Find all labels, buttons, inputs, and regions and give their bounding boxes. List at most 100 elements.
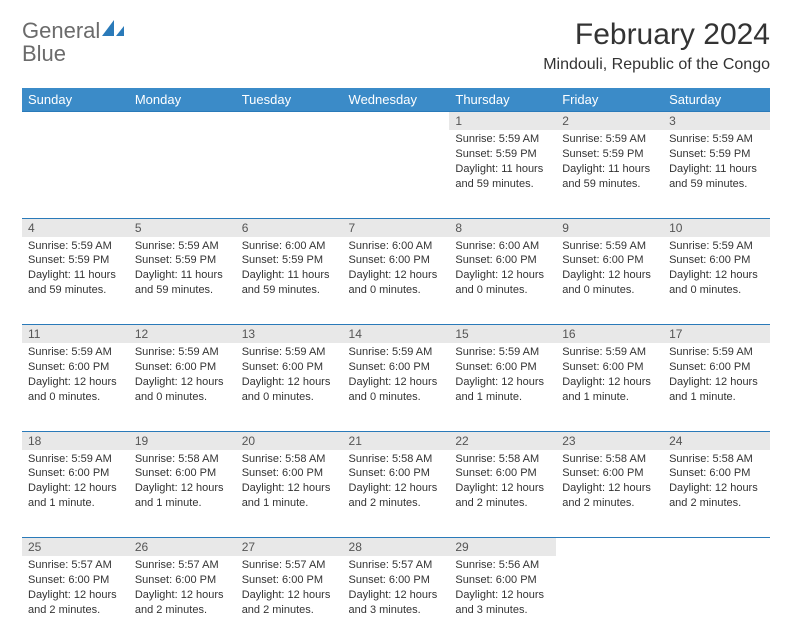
day-detail-line: Daylight: 12 hours — [28, 481, 123, 496]
day-detail-line: Daylight: 12 hours — [28, 375, 123, 390]
day-detail-line: Sunrise: 5:59 AM — [669, 132, 764, 147]
day-detail-cell: Sunrise: 5:59 AMSunset: 6:00 PMDaylight:… — [663, 343, 770, 431]
day-detail-line: Sunset: 6:00 PM — [669, 253, 764, 268]
day-number-cell: 28 — [343, 538, 450, 557]
day-number-cell — [22, 112, 129, 131]
day-number-cell: 9 — [556, 218, 663, 237]
day-detail-line: Daylight: 12 hours — [455, 268, 550, 283]
day-detail-row: Sunrise: 5:59 AMSunset: 6:00 PMDaylight:… — [22, 450, 770, 538]
day-detail-line: Daylight: 12 hours — [135, 481, 230, 496]
day-header: Wednesday — [343, 88, 450, 112]
day-number-cell: 18 — [22, 431, 129, 450]
day-detail-line: and 0 minutes. — [349, 283, 444, 298]
day-detail-line: and 2 minutes. — [349, 496, 444, 511]
day-detail-line: Sunrise: 5:59 AM — [455, 345, 550, 360]
day-detail-line: Daylight: 12 hours — [669, 375, 764, 390]
day-number-cell — [236, 112, 343, 131]
day-detail-line: and 59 minutes. — [242, 283, 337, 298]
day-detail-line: Sunrise: 5:59 AM — [135, 345, 230, 360]
day-detail-cell: Sunrise: 6:00 AMSunset: 5:59 PMDaylight:… — [236, 237, 343, 325]
day-detail-line: Daylight: 12 hours — [562, 268, 657, 283]
day-detail-line: Sunset: 6:00 PM — [349, 253, 444, 268]
day-detail-line: Sunset: 6:00 PM — [135, 573, 230, 588]
day-detail-line: Sunset: 6:00 PM — [455, 573, 550, 588]
day-detail-cell: Sunrise: 5:58 AMSunset: 6:00 PMDaylight:… — [449, 450, 556, 538]
day-detail-cell: Sunrise: 5:59 AMSunset: 6:00 PMDaylight:… — [236, 343, 343, 431]
day-header: Monday — [129, 88, 236, 112]
day-detail-line: and 2 minutes. — [455, 496, 550, 511]
day-detail-line: Daylight: 12 hours — [455, 375, 550, 390]
day-header: Saturday — [663, 88, 770, 112]
day-detail-line: Daylight: 11 hours — [455, 162, 550, 177]
day-detail-line: Sunrise: 5:57 AM — [349, 558, 444, 573]
header: General Blue February 2024 Mindouli, Rep… — [22, 18, 770, 74]
day-detail-line: and 59 minutes. — [135, 283, 230, 298]
logo-text: General Blue — [22, 18, 126, 66]
day-detail-line: and 3 minutes. — [455, 603, 550, 618]
day-number-cell: 16 — [556, 325, 663, 344]
day-detail-row: Sunrise: 5:59 AMSunset: 5:59 PMDaylight:… — [22, 237, 770, 325]
day-detail-line: Sunset: 5:59 PM — [28, 253, 123, 268]
day-detail-line: Daylight: 12 hours — [242, 481, 337, 496]
day-detail-cell — [663, 556, 770, 644]
day-detail-line: Sunrise: 5:58 AM — [455, 452, 550, 467]
day-number-cell: 11 — [22, 325, 129, 344]
day-number-cell: 23 — [556, 431, 663, 450]
day-detail-line: and 2 minutes. — [562, 496, 657, 511]
day-detail-line: and 2 minutes. — [135, 603, 230, 618]
day-detail-line: Daylight: 12 hours — [349, 375, 444, 390]
month-title: February 2024 — [543, 18, 770, 52]
day-detail-cell: Sunrise: 5:59 AMSunset: 6:00 PMDaylight:… — [556, 343, 663, 431]
day-detail-line: and 1 minute. — [135, 496, 230, 511]
day-detail-line: Sunset: 6:00 PM — [349, 466, 444, 481]
day-detail-line: Daylight: 12 hours — [135, 375, 230, 390]
day-detail-line: Daylight: 11 hours — [28, 268, 123, 283]
day-number-cell — [129, 112, 236, 131]
day-detail-cell: Sunrise: 5:59 AMSunset: 5:59 PMDaylight:… — [556, 130, 663, 218]
day-number-cell: 4 — [22, 218, 129, 237]
day-detail-cell: Sunrise: 5:59 AMSunset: 6:00 PMDaylight:… — [663, 237, 770, 325]
day-detail-line: Sunrise: 5:58 AM — [669, 452, 764, 467]
day-detail-line: and 2 minutes. — [242, 603, 337, 618]
day-detail-cell: Sunrise: 5:58 AMSunset: 6:00 PMDaylight:… — [663, 450, 770, 538]
day-number-cell: 8 — [449, 218, 556, 237]
day-detail-line: and 1 minute. — [562, 390, 657, 405]
day-number-cell: 17 — [663, 325, 770, 344]
day-detail-line: Sunrise: 5:59 AM — [562, 345, 657, 360]
day-detail-line: Daylight: 11 hours — [562, 162, 657, 177]
day-detail-line: Daylight: 12 hours — [562, 375, 657, 390]
day-detail-row: Sunrise: 5:57 AMSunset: 6:00 PMDaylight:… — [22, 556, 770, 644]
day-detail-cell: Sunrise: 5:59 AMSunset: 5:59 PMDaylight:… — [129, 237, 236, 325]
day-detail-line: Sunset: 6:00 PM — [349, 360, 444, 375]
day-detail-line: Sunrise: 5:58 AM — [242, 452, 337, 467]
day-number-cell: 15 — [449, 325, 556, 344]
day-detail-line: Sunset: 5:59 PM — [242, 253, 337, 268]
day-header: Sunday — [22, 88, 129, 112]
day-detail-line: and 0 minutes. — [242, 390, 337, 405]
day-detail-line: Sunset: 6:00 PM — [242, 360, 337, 375]
day-detail-cell — [22, 130, 129, 218]
day-number-cell: 19 — [129, 431, 236, 450]
day-number-cell — [556, 538, 663, 557]
day-number-cell: 1 — [449, 112, 556, 131]
day-detail-line: Daylight: 12 hours — [242, 375, 337, 390]
day-detail-line: Sunset: 6:00 PM — [242, 466, 337, 481]
day-detail-line: and 2 minutes. — [28, 603, 123, 618]
day-detail-line: Sunset: 6:00 PM — [28, 573, 123, 588]
day-detail-line: Daylight: 11 hours — [669, 162, 764, 177]
day-detail-cell — [129, 130, 236, 218]
day-detail-line: Daylight: 12 hours — [135, 588, 230, 603]
day-detail-cell: Sunrise: 5:59 AMSunset: 6:00 PMDaylight:… — [22, 450, 129, 538]
day-detail-cell: Sunrise: 5:59 AMSunset: 5:59 PMDaylight:… — [22, 237, 129, 325]
day-detail-line: Sunset: 6:00 PM — [135, 466, 230, 481]
day-detail-cell: Sunrise: 5:59 AMSunset: 6:00 PMDaylight:… — [129, 343, 236, 431]
day-number-row: 2526272829 — [22, 538, 770, 557]
day-detail-cell: Sunrise: 5:57 AMSunset: 6:00 PMDaylight:… — [236, 556, 343, 644]
day-detail-cell — [343, 130, 450, 218]
day-detail-line: Sunset: 5:59 PM — [669, 147, 764, 162]
day-detail-row: Sunrise: 5:59 AMSunset: 6:00 PMDaylight:… — [22, 343, 770, 431]
day-detail-line: Sunset: 6:00 PM — [242, 573, 337, 588]
day-detail-line: Sunrise: 5:59 AM — [28, 345, 123, 360]
day-number-cell: 24 — [663, 431, 770, 450]
day-detail-cell: Sunrise: 5:59 AMSunset: 6:00 PMDaylight:… — [22, 343, 129, 431]
